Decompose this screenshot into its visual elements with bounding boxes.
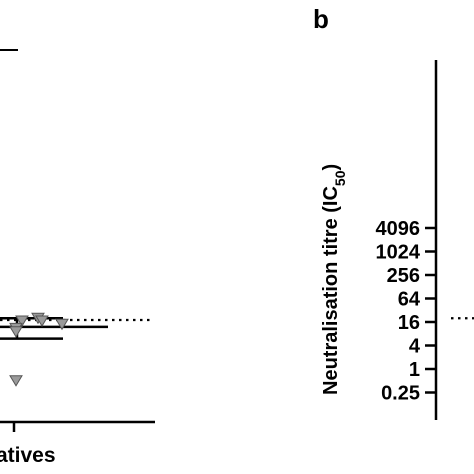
y-tick-label: 256 — [387, 265, 420, 287]
data-point — [15, 315, 29, 327]
panel-a-data-points — [9, 312, 69, 387]
panel-b-y-axis-title-close: ) — [320, 164, 342, 171]
y-tick-label: 0.25 — [381, 383, 420, 405]
panel-a-plot: atives — [0, 49, 155, 467]
panel-a-category-label: atives — [0, 444, 56, 467]
panel-b-y-axis-title-main: Neutralisation titre (IC — [320, 186, 342, 395]
data-point — [35, 315, 49, 327]
panel-b-y-axis-title-subscript: 50 — [332, 170, 348, 186]
y-tick-label: 1024 — [376, 242, 421, 264]
y-tick-label: 64 — [398, 289, 421, 311]
panel-b-label: b — [313, 4, 329, 34]
data-point — [55, 318, 69, 331]
panel-b-y-axis-title: Neutralisation titre (IC50) — [320, 164, 348, 395]
data-point — [9, 326, 23, 338]
y-tick-label: 4096 — [376, 218, 421, 240]
y-tick-label: 4 — [409, 336, 421, 358]
panel-b-plot: b Neutralisation titre (IC50) 0.25141664… — [313, 4, 474, 420]
y-tick-label: 16 — [398, 312, 420, 334]
y-tick-label: 1 — [409, 359, 420, 381]
data-point — [9, 375, 23, 387]
